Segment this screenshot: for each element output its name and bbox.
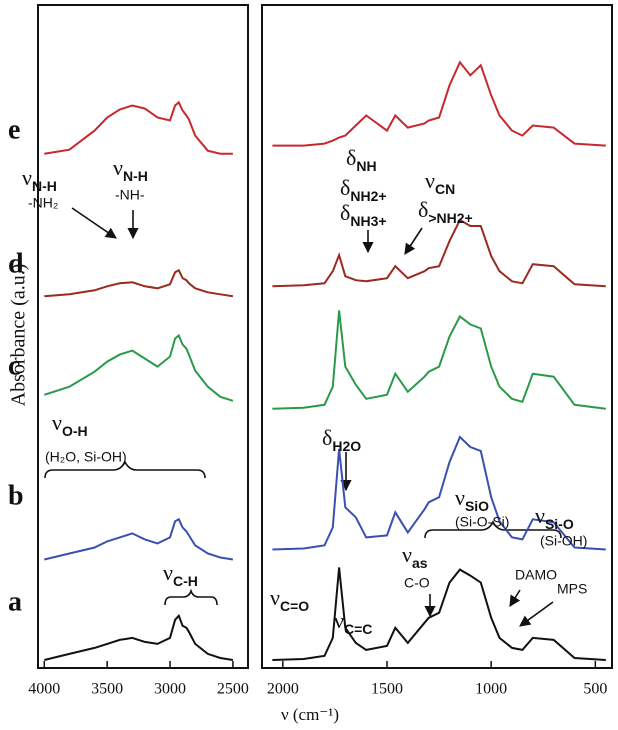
annotation-note: (Si-OH) [540, 533, 587, 549]
left-panel-frame [37, 4, 249, 669]
legend-label: b [8, 480, 24, 511]
spectrum-line [44, 613, 234, 661]
annotation: νSi-O [535, 503, 574, 532]
annotation-subscript: CN [435, 181, 455, 197]
annotation-symbol: ν [163, 560, 173, 585]
x-tick-label: 3500 [91, 681, 123, 698]
annotation: νC=C [334, 608, 372, 637]
annotation: νSiO [455, 485, 489, 514]
annotation-symbol: δ [322, 425, 332, 450]
annotation: νCN [425, 168, 455, 197]
annotation-symbol: ν [270, 585, 280, 610]
annotation-note: -NH₂ [28, 195, 58, 211]
y-axis-label: Absorbance (a.u.) [8, 264, 30, 407]
annotation-symbol: ν [455, 485, 465, 510]
x-tick-label: 1500 [371, 681, 403, 698]
annotation-symbol: ν [22, 165, 32, 190]
spectrum-line [272, 435, 606, 551]
annotation-note: (H₂O, Si-OH) [45, 449, 127, 465]
annotation-symbol: δ [346, 145, 356, 170]
x-tick-label: 2000 [267, 681, 299, 698]
annotation-symbol: δ [340, 200, 350, 225]
annotation-subscript: N-H [123, 168, 148, 184]
x-tick-label: 3000 [154, 681, 186, 698]
spectrum-line [44, 100, 233, 155]
annotation-subscript: C=C [344, 621, 372, 637]
annotation-subscript: C-H [173, 573, 198, 589]
annotation-note: DAMO [515, 567, 557, 583]
annotation-symbol: δ [340, 175, 350, 200]
annotation-note: MPS [557, 581, 587, 597]
legend-label: c [8, 350, 20, 381]
annotation-symbol: ν [425, 168, 435, 193]
annotation-symbol: ν [113, 155, 123, 180]
annotation-note: (Si-O-Si) [455, 514, 509, 530]
annotation: νas [402, 542, 428, 571]
x-tick-label: 1000 [475, 681, 507, 698]
legend-label: d [8, 248, 24, 279]
legend-label: e [8, 114, 20, 145]
arrows [44, 207, 562, 627]
annotation-subscript: NH3+ [350, 213, 386, 229]
annotation-subscript: >NH2+ [428, 210, 472, 226]
annotation-symbol: ν [52, 410, 62, 435]
annotation-subscript: N-H [32, 178, 57, 194]
spectrum-line [44, 268, 234, 298]
annotation-subscript: Si-O [545, 516, 574, 532]
spectrum-line [272, 567, 606, 661]
annotation: νC-H [163, 560, 198, 589]
annotation-subscript: O-H [62, 423, 88, 439]
annotation-subscript: C=O [280, 598, 309, 614]
annotation: δNH3+ [340, 200, 387, 229]
x-tick-label: 4000 [28, 681, 60, 698]
x-tick-label: 2500 [217, 681, 249, 698]
spectrum-line [43, 333, 234, 402]
spectrum-line [44, 517, 234, 561]
annotation-subscript: H2O [332, 438, 361, 454]
annotation: νC=O [270, 585, 309, 614]
annotation-note: C-O [404, 575, 430, 591]
spectrum-line [272, 218, 606, 288]
annotation-note: -NH- [115, 187, 145, 203]
annotation: δH2O [322, 425, 361, 454]
annotation-symbol: ν [402, 542, 412, 567]
legend-label: a [8, 586, 22, 617]
annotation: δ>NH2+ [418, 197, 473, 226]
annotation-subscript: NH [356, 158, 376, 174]
x-axis-label: ν (cm⁻¹) [281, 705, 339, 724]
annotation-subscript: as [412, 555, 428, 571]
annotation: δNH2+ [340, 175, 387, 204]
spectrum-line [272, 60, 606, 147]
annotation-subscript: SiO [465, 498, 489, 514]
annotation-subscript: NH2+ [350, 188, 386, 204]
x-tick-label: 500 [583, 681, 607, 698]
annotation: νN-H [22, 165, 57, 194]
annotation-symbol: δ [418, 197, 428, 222]
annotation: δNH [346, 145, 377, 174]
annotation: νO-H [52, 410, 88, 439]
annotation-symbol: ν [535, 503, 545, 528]
annotation: νN-H [113, 155, 148, 184]
annotation-symbol: ν [334, 608, 344, 633]
spectrum-line [272, 310, 606, 410]
right-panel-frame [261, 4, 613, 669]
